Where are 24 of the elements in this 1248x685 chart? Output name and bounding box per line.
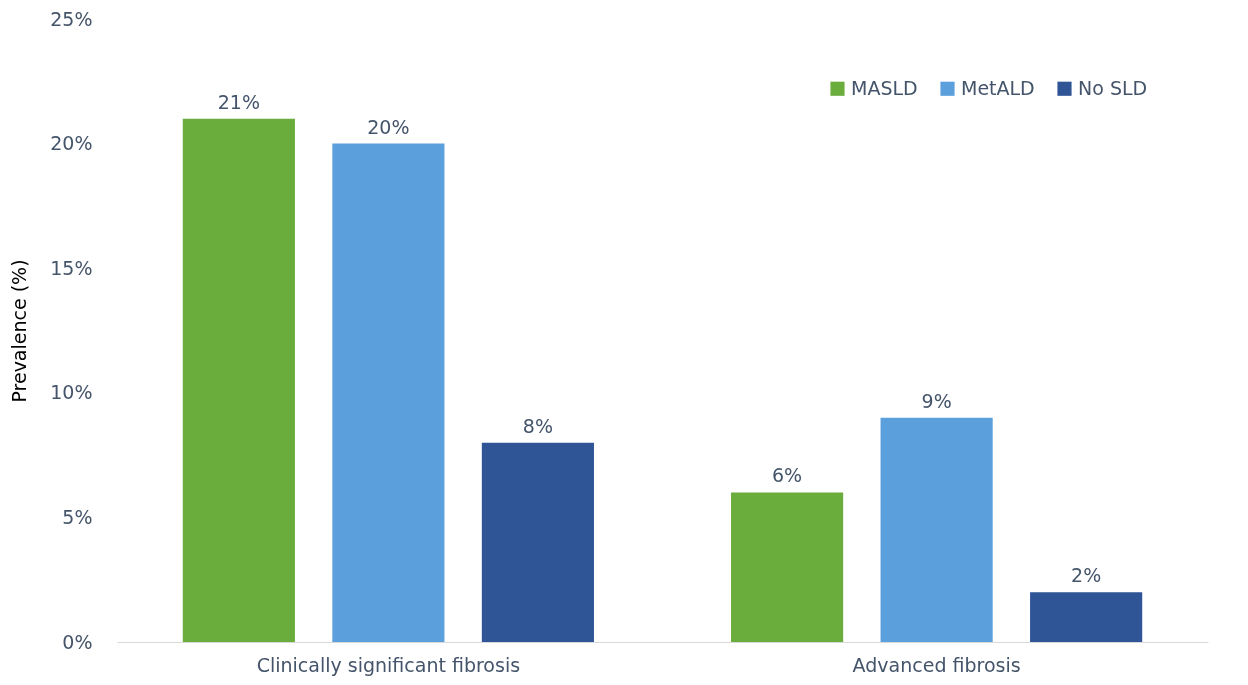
legend-label: No SLD — [1078, 76, 1148, 99]
bar — [731, 492, 844, 642]
data-label: 20% — [367, 115, 410, 138]
data-label: 8% — [522, 414, 553, 437]
y-tick-label: 15% — [50, 256, 93, 279]
data-label: 9% — [921, 389, 952, 412]
bar — [332, 143, 445, 642]
y-tick-label: 10% — [50, 381, 93, 404]
y-tick-label: 25% — [50, 7, 93, 30]
x-tick-label: Clinically significant fibrosis — [256, 653, 521, 676]
data-label: 6% — [772, 464, 803, 487]
legend-label: MetALD — [961, 76, 1035, 99]
bar — [880, 417, 993, 642]
y-tick-label: 20% — [50, 132, 93, 155]
legend-label: MASLD — [851, 76, 918, 99]
data-label: 2% — [1071, 564, 1102, 587]
y-axis-title: Prevalence (%) — [8, 259, 31, 403]
x-tick-label: Advanced fibrosis — [852, 653, 1021, 676]
y-tick-label: 0% — [62, 630, 93, 653]
y-tick-label: 5% — [62, 505, 93, 528]
bar — [481, 442, 594, 642]
bar — [1030, 592, 1143, 642]
bar — [182, 118, 295, 642]
data-label: 21% — [217, 90, 260, 113]
